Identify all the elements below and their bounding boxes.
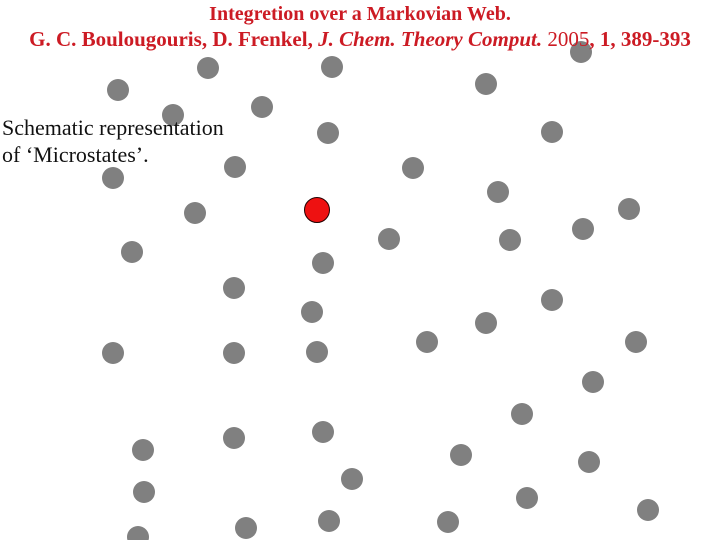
microstate-dot (107, 79, 129, 101)
microstate-dot (475, 73, 497, 95)
microstate-dot (312, 421, 334, 443)
title-authors: G. C. Boulougouris, D. Frenkel, (29, 27, 319, 51)
microstate-dot (341, 468, 363, 490)
microstate-dot (312, 252, 334, 274)
microstate-dot (416, 331, 438, 353)
microstate-dot (102, 342, 124, 364)
microstate-dot (235, 517, 257, 539)
title-volume-pages: , 1, 389-393 (589, 27, 691, 51)
microstate-dot (251, 96, 273, 118)
title-year: 2005 (542, 27, 590, 51)
title-line2: G. C. Boulougouris, D. Frenkel, J. Chem.… (0, 27, 720, 52)
microstate-dot (321, 56, 343, 78)
microstate-dot (572, 218, 594, 240)
microstate-dot (637, 499, 659, 521)
microstate-dot (184, 202, 206, 224)
selected-microstate-dot (304, 197, 330, 223)
microstate-dot (127, 526, 149, 540)
microstate-dot (133, 481, 155, 503)
title-line1: Integretion over a Markovian Web. (209, 3, 511, 25)
title-journal: J. Chem. Theory Comput. (318, 27, 543, 51)
microstate-dot (132, 439, 154, 461)
microstate-dot (450, 444, 472, 466)
microstate-dot (475, 312, 497, 334)
microstate-dot (301, 301, 323, 323)
caption-line2: of ‘Microstates’. (2, 142, 149, 167)
microstate-dot (511, 403, 533, 425)
slide-title: Integretion over a Markovian Web. G. C. … (0, 2, 720, 52)
caption-line1: Schematic representation (2, 115, 224, 140)
microstate-dot (570, 41, 592, 63)
microstate-dot (162, 104, 184, 126)
microstate-dot (223, 427, 245, 449)
microstate-dot (499, 229, 521, 251)
microstate-dot (437, 511, 459, 533)
microstate-dot (578, 451, 600, 473)
microstate-dot (121, 241, 143, 263)
microstate-dot (317, 122, 339, 144)
microstate-dot (223, 342, 245, 364)
microstate-dot (223, 277, 245, 299)
microstate-dot (378, 228, 400, 250)
microstate-dot (582, 371, 604, 393)
microstate-dot (516, 487, 538, 509)
microstate-dot (102, 167, 124, 189)
microstate-dot (402, 157, 424, 179)
microstate-dot (318, 510, 340, 532)
microstate-dot (197, 57, 219, 79)
microstate-dot (224, 156, 246, 178)
microstate-dot (306, 341, 328, 363)
microstate-dot (487, 181, 509, 203)
caption: Schematic representation of ‘Microstates… (2, 114, 224, 168)
microstate-dot (618, 198, 640, 220)
microstate-dot (625, 331, 647, 353)
microstate-dot (541, 121, 563, 143)
microstate-dot (541, 289, 563, 311)
